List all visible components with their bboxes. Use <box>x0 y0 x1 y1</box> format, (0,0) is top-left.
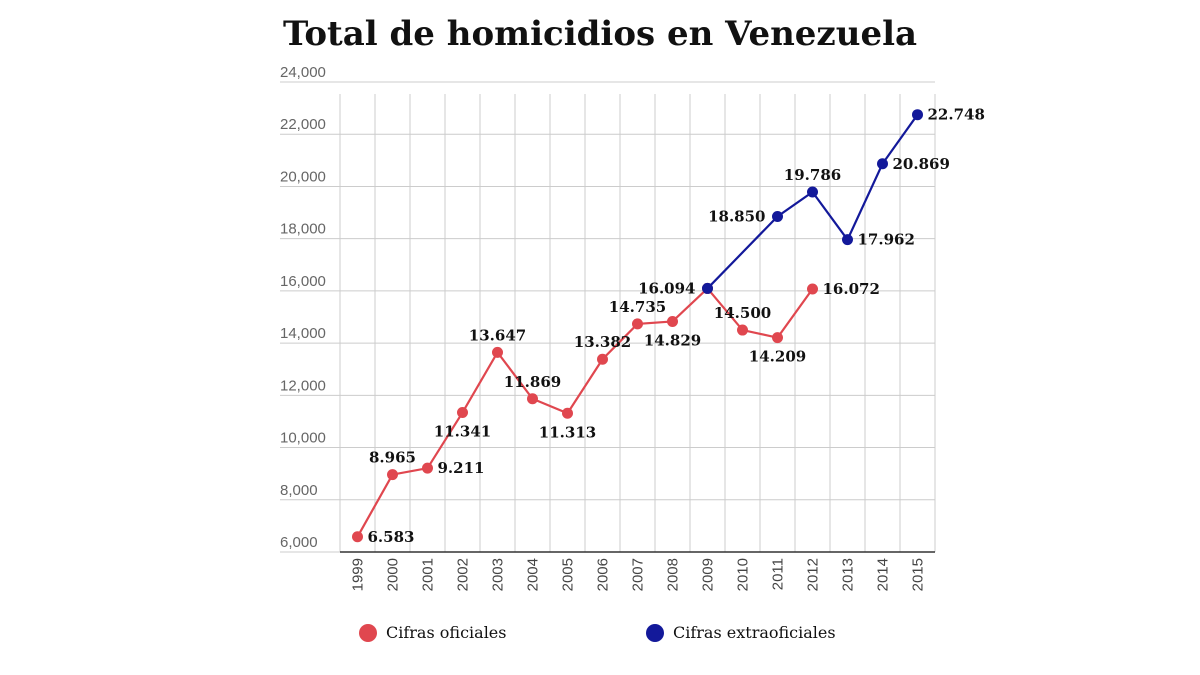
x-tick-label: 2009 <box>700 558 717 591</box>
data-label: 11.869 <box>504 373 561 391</box>
data-point <box>807 186 818 198</box>
data-label: 8.965 <box>369 449 416 467</box>
data-label: 14.500 <box>714 304 771 322</box>
data-point <box>422 462 433 474</box>
data-labels: 6.583 8.965 9.211 11.341 13.647 11.869 11.313 1… <box>368 106 985 546</box>
series <box>352 109 923 543</box>
x-tick-label: 2004 <box>525 558 542 591</box>
y-tick-label: 12,000 <box>280 377 326 394</box>
x-tick-label: 2002 <box>455 558 472 591</box>
y-tick-label: 10,000 <box>280 430 326 447</box>
data-point <box>352 531 363 543</box>
x-tick-label: 2000 <box>385 558 402 591</box>
y-tick-label: 24,000 <box>280 64 326 81</box>
chart-title: Total de homicidios en Venezuela <box>282 14 918 54</box>
series-line-1 <box>706 114 919 290</box>
data-label: 9.211 <box>438 459 485 477</box>
x-tick-label: 2011 <box>770 558 787 590</box>
data-label: 14.829 <box>644 331 701 349</box>
data-point <box>457 407 468 419</box>
x-tick-label: 2012 <box>805 558 822 591</box>
data-label: 11.313 <box>539 423 596 441</box>
x-tick-label: 2010 <box>735 558 752 591</box>
data-point <box>877 158 888 170</box>
data-point <box>772 332 783 344</box>
data-label: 17.962 <box>858 231 915 249</box>
data-label: 16.072 <box>823 280 880 298</box>
data-label: 14.735 <box>609 298 666 316</box>
x-tick-label: 2013 <box>840 558 857 591</box>
data-label: 11.341 <box>434 423 491 441</box>
y-tick-label: 14,000 <box>280 325 326 342</box>
data-point <box>912 109 923 121</box>
data-point <box>807 283 818 295</box>
data-point <box>842 234 853 246</box>
x-tick-label: 2007 <box>630 558 647 591</box>
data-point <box>492 346 503 358</box>
legend-marker-0 <box>359 624 377 642</box>
axes: 6,000 8,000 10,000 12,000 14,000 16,000 18,000… <box>280 64 935 591</box>
data-label: 13.382 <box>574 333 631 351</box>
legend-label-1: Cifras extraoficiales <box>673 623 836 642</box>
y-tick-label: 6,000 <box>280 534 318 551</box>
data-label: 18.850 <box>708 207 765 225</box>
x-tick-label: 2006 <box>595 558 612 591</box>
x-tick-label: 2014 <box>875 558 892 591</box>
data-point <box>597 353 608 365</box>
data-point <box>387 469 398 481</box>
data-point <box>667 315 678 327</box>
y-tick-label: 18,000 <box>280 221 326 238</box>
x-tick-label: 2001 <box>420 558 437 591</box>
y-tick-label: 20,000 <box>280 168 326 185</box>
legend-marker-1 <box>646 624 664 642</box>
legend-label-0: Cifras oficiales <box>386 623 506 642</box>
data-point <box>737 324 748 336</box>
x-tick-label: 2008 <box>665 558 682 591</box>
y-tick-label: 16,000 <box>280 273 326 290</box>
grid <box>280 81 936 553</box>
data-point <box>632 318 643 330</box>
data-point <box>527 393 538 405</box>
data-label: 20.869 <box>893 155 950 173</box>
data-label: 16.094 <box>638 279 695 297</box>
x-tick-label: 2003 <box>490 558 507 591</box>
data-label: 22.748 <box>928 106 985 124</box>
y-tick-label: 22,000 <box>280 116 326 133</box>
x-tick-label: 2015 <box>910 558 927 591</box>
y-tick-label: 8,000 <box>280 482 318 499</box>
data-point <box>562 407 573 419</box>
series-line-0 <box>356 286 814 538</box>
data-label: 19.786 <box>784 166 841 184</box>
x-tick-label: 1999 <box>350 558 367 591</box>
data-label: 14.209 <box>749 348 806 366</box>
legend: Cifras oficiales Cifras extraoficiales <box>359 623 836 642</box>
data-point <box>702 282 713 294</box>
data-label: 6.583 <box>368 528 415 546</box>
x-tick-label: 2005 <box>560 558 577 591</box>
data-label: 13.647 <box>469 326 526 344</box>
data-point <box>772 210 783 222</box>
